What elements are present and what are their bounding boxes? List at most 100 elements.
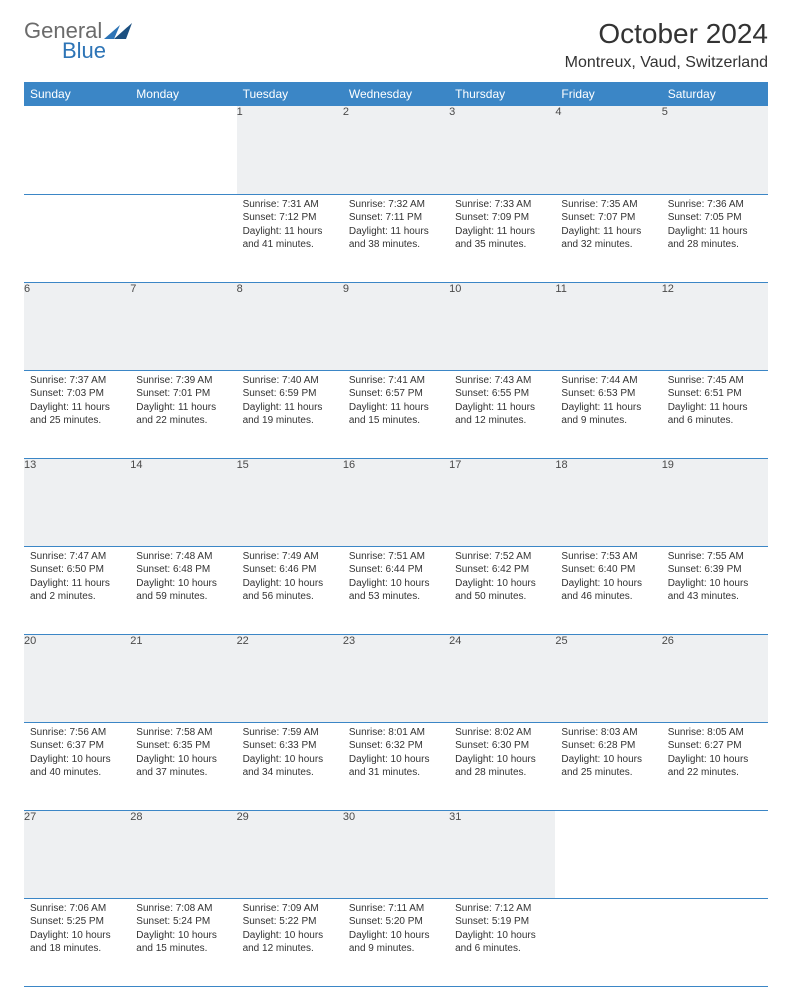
- day-content: Sunrise: 7:56 AMSunset: 6:37 PMDaylight:…: [24, 723, 130, 786]
- day-number-cell: 30: [343, 810, 449, 898]
- header: GeneralBlue October 2024 Montreux, Vaud,…: [24, 18, 768, 72]
- day-cell: [662, 898, 768, 986]
- daylight-text: Daylight: 11 hours and 25 minutes.: [30, 401, 124, 428]
- sunrise-text: Sunrise: 7:35 AM: [561, 198, 655, 212]
- daylight-text: Daylight: 10 hours and 28 minutes.: [455, 753, 549, 780]
- brand-logo: GeneralBlue: [24, 18, 132, 64]
- day-content: Sunrise: 7:47 AMSunset: 6:50 PMDaylight:…: [24, 547, 130, 610]
- sunrise-text: Sunrise: 7:37 AM: [30, 374, 124, 388]
- day-number-cell: 20: [24, 634, 130, 722]
- sunrise-text: Sunrise: 7:56 AM: [30, 726, 124, 740]
- sunrise-text: Sunrise: 7:59 AM: [243, 726, 337, 740]
- daylight-text: Daylight: 11 hours and 22 minutes.: [136, 401, 230, 428]
- title-block: October 2024 Montreux, Vaud, Switzerland: [565, 18, 768, 72]
- sunset-text: Sunset: 6:32 PM: [349, 739, 443, 753]
- week-row: Sunrise: 7:47 AMSunset: 6:50 PM Daylight:…: [24, 546, 768, 634]
- weekday-header: Thursday: [449, 82, 555, 106]
- sunrise-text: Sunrise: 7:48 AM: [136, 550, 230, 564]
- day-cell: Sunrise: 7:52 AMSunset: 6:42 PMDaylight:…: [449, 546, 555, 634]
- day-cell: Sunrise: 7:59 AMSunset: 6:33 PMDaylight:…: [237, 722, 343, 810]
- day-cell: Sunrise: 7:49 AMSunset: 6:46 PMDaylight:…: [237, 546, 343, 634]
- day-number-cell: 24: [449, 634, 555, 722]
- day-number-cell: 23: [343, 634, 449, 722]
- sunset-text: Sunset: 6:46 PM: [243, 563, 337, 577]
- sunset-text: Sunset: 6:37 PM: [30, 739, 124, 753]
- day-number-cell: 11: [555, 282, 661, 370]
- day-content: Sunrise: 8:01 AMSunset: 6:32 PMDaylight:…: [343, 723, 449, 786]
- weekday-header: Monday: [130, 82, 236, 106]
- sunrise-text: Sunrise: 7:06 AM: [30, 902, 124, 916]
- day-number-cell: 10: [449, 282, 555, 370]
- sunset-text: Sunset: 6:28 PM: [561, 739, 655, 753]
- sunset-text: Sunset: 5:25 PM: [30, 915, 124, 929]
- daylight-text: Daylight: 10 hours and 56 minutes.: [243, 577, 337, 604]
- day-cell: Sunrise: 7:08 AMSunset: 5:24 PMDaylight:…: [130, 898, 236, 986]
- sunrise-text: Sunrise: 7:39 AM: [136, 374, 230, 388]
- day-cell: Sunrise: 8:01 AMSunset: 6:32 PMDaylight:…: [343, 722, 449, 810]
- sunset-text: Sunset: 6:27 PM: [668, 739, 762, 753]
- day-cell: Sunrise: 7:39 AMSunset: 7:01 PMDaylight:…: [130, 370, 236, 458]
- day-number-cell: 4: [555, 106, 661, 194]
- location-text: Montreux, Vaud, Switzerland: [565, 54, 768, 72]
- weekday-header-row: SundayMondayTuesdayWednesdayThursdayFrid…: [24, 82, 768, 106]
- weekday-header: Sunday: [24, 82, 130, 106]
- sunrise-text: Sunrise: 7:47 AM: [30, 550, 124, 564]
- sunset-text: Sunset: 5:24 PM: [136, 915, 230, 929]
- daylight-text: Daylight: 11 hours and 15 minutes.: [349, 401, 443, 428]
- sunset-text: Sunset: 6:50 PM: [30, 563, 124, 577]
- sunset-text: Sunset: 6:42 PM: [455, 563, 549, 577]
- day-cell: Sunrise: 7:33 AMSunset: 7:09 PMDaylight:…: [449, 194, 555, 282]
- day-cell: [130, 194, 236, 282]
- wave-icon: [104, 23, 132, 41]
- sunrise-text: Sunrise: 7:32 AM: [349, 198, 443, 212]
- day-content: Sunrise: 7:52 AMSunset: 6:42 PMDaylight:…: [449, 547, 555, 610]
- sunset-text: Sunset: 7:05 PM: [668, 211, 762, 225]
- day-number-cell: 22: [237, 634, 343, 722]
- day-cell: Sunrise: 7:48 AMSunset: 6:48 PMDaylight:…: [130, 546, 236, 634]
- day-number-cell: 27: [24, 810, 130, 898]
- day-content: Sunrise: 7:40 AMSunset: 6:59 PMDaylight:…: [237, 371, 343, 434]
- day-cell: Sunrise: 7:41 AMSunset: 6:57 PMDaylight:…: [343, 370, 449, 458]
- day-cell: Sunrise: 7:31 AMSunset: 7:12 PMDaylight:…: [237, 194, 343, 282]
- day-cell: Sunrise: 8:02 AMSunset: 6:30 PMDaylight:…: [449, 722, 555, 810]
- brand-text-blue: Blue: [62, 38, 106, 64]
- day-number-cell: 16: [343, 458, 449, 546]
- day-number-cell: 3: [449, 106, 555, 194]
- sunset-text: Sunset: 6:57 PM: [349, 387, 443, 401]
- day-cell: Sunrise: 7:51 AMSunset: 6:44 PMDaylight:…: [343, 546, 449, 634]
- day-content: Sunrise: 7:33 AMSunset: 7:09 PMDaylight:…: [449, 195, 555, 258]
- day-number-cell: 31: [449, 810, 555, 898]
- day-number-cell: 14: [130, 458, 236, 546]
- day-number-cell: 28: [130, 810, 236, 898]
- day-cell: Sunrise: 7:32 AMSunset: 7:11 PMDaylight:…: [343, 194, 449, 282]
- daylight-text: Daylight: 10 hours and 40 minutes.: [30, 753, 124, 780]
- day-number-cell: 6: [24, 282, 130, 370]
- calendar-body: 12345Sunrise: 7:31 AMSunset: 7:12 PMDayl…: [24, 106, 768, 986]
- day-number-cell: [555, 810, 661, 898]
- sunrise-text: Sunrise: 7:55 AM: [668, 550, 762, 564]
- daylight-text: Daylight: 11 hours and 6 minutes.: [668, 401, 762, 428]
- sunset-text: Sunset: 6:35 PM: [136, 739, 230, 753]
- day-content: Sunrise: 7:09 AMSunset: 5:22 PMDaylight:…: [237, 899, 343, 962]
- day-cell: [24, 194, 130, 282]
- day-number-cell: [130, 106, 236, 194]
- sunrise-text: Sunrise: 7:43 AM: [455, 374, 549, 388]
- week-row: Sunrise: 7:56 AMSunset: 6:37 PMDaylight:…: [24, 722, 768, 810]
- daylight-text: Daylight: 10 hours and 18 minutes.: [30, 929, 124, 956]
- day-content: Sunrise: 7:08 AMSunset: 5:24 PMDaylight:…: [130, 899, 236, 962]
- daylight-text: Daylight: 11 hours and 9 minutes.: [561, 401, 655, 428]
- sunrise-text: Sunrise: 7:31 AM: [243, 198, 337, 212]
- day-cell: Sunrise: 7:47 AMSunset: 6:50 PMDaylight:…: [24, 546, 130, 634]
- daylight-text: Daylight: 11 hours and 32 minutes.: [561, 225, 655, 252]
- day-number-cell: 8: [237, 282, 343, 370]
- sunrise-text: Sunrise: 8:01 AM: [349, 726, 443, 740]
- sunset-text: Sunset: 6:39 PM: [668, 563, 762, 577]
- week-row: Sunrise: 7:06 AMSunset: 5:25 PMDaylight:…: [24, 898, 768, 986]
- sunrise-text: Sunrise: 7:49 AM: [243, 550, 337, 564]
- sunrise-text: Sunrise: 7:08 AM: [136, 902, 230, 916]
- daylight-text: Daylight: 11 hours and 12 minutes.: [455, 401, 549, 428]
- day-content: Sunrise: 7:55 AMSunset: 6:39 PMDaylight:…: [662, 547, 768, 610]
- daylight-text: Daylight: 11 hours and 38 minutes.: [349, 225, 443, 252]
- day-cell: Sunrise: 7:53 AMSunset: 6:40 PMDaylight:…: [555, 546, 661, 634]
- day-content: Sunrise: 7:06 AMSunset: 5:25 PMDaylight:…: [24, 899, 130, 962]
